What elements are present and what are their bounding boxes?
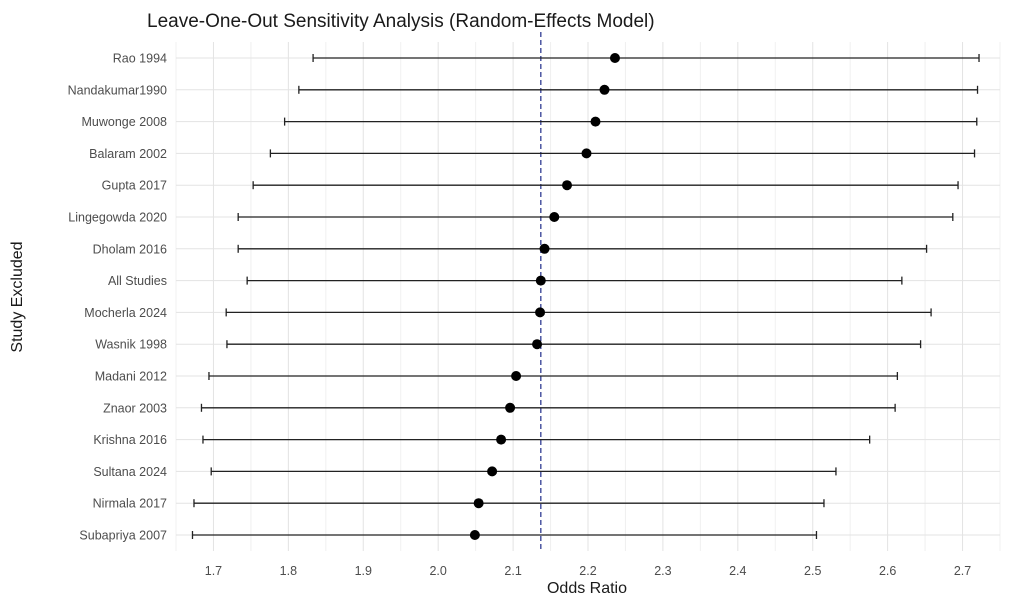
y-tick-label: All Studies (108, 274, 167, 288)
y-tick-label: Dholam 2016 (93, 242, 167, 256)
grid-lines (175, 42, 1001, 551)
point-estimate (599, 84, 610, 95)
point-estimate (532, 339, 543, 350)
point-estimate (473, 498, 484, 509)
data-marks (191, 53, 980, 540)
point-estimate (581, 148, 592, 159)
x-axis-ticks: 1.7 1.8 1.9 2.0 2.1 2.2 2.3 2.4 2.5 2.6 2.7 (205, 564, 972, 578)
x-axis-title: Odds Ratio (547, 580, 627, 597)
x-tick-label: 1.8 (280, 564, 297, 578)
y-tick-label: Znaor 2003 (103, 401, 167, 415)
point-estimate (496, 434, 507, 445)
point-estimate (549, 212, 560, 222)
y-tick-label: Nandakumar1990 (68, 83, 167, 97)
y-tick-label: Subapriya 2007 (79, 529, 167, 543)
x-tick-label: 2.0 (429, 564, 446, 578)
x-tick-label: 2.4 (729, 564, 746, 578)
point-estimate (511, 371, 522, 381)
y-tick-label: Nirmala 2017 (93, 497, 167, 511)
y-tick-label: Sultana 2024 (93, 465, 167, 479)
x-tick-label: 2.1 (504, 564, 521, 578)
point-estimate (590, 116, 601, 127)
y-tick-label: Muwonge 2008 (82, 115, 168, 129)
y-axis-title: Study Excluded (9, 241, 26, 352)
x-tick-label: 2.3 (654, 564, 671, 578)
y-tick-label: Krishna 2016 (93, 433, 167, 447)
x-tick-label: 2.5 (804, 564, 821, 578)
x-tick-label: 2.7 (954, 564, 971, 578)
x-tick-label: 1.9 (355, 564, 372, 578)
y-tick-label: Mocherla 2024 (84, 306, 167, 320)
y-tick-label: Wasnik 1998 (95, 338, 167, 352)
point-estimate (562, 180, 573, 191)
x-tick-label: 1.7 (205, 564, 222, 578)
point-estimate (609, 53, 620, 63)
x-tick-label: 2.6 (879, 564, 896, 578)
y-axis-ticks: Rao 1994 Nandakumar1990 Muwonge 2008 Balara… (68, 52, 167, 543)
x-tick-label: 2.2 (579, 564, 596, 578)
y-tick-label: Rao 1994 (113, 52, 167, 66)
point-estimate (535, 307, 546, 318)
y-tick-label: Gupta 2017 (102, 179, 167, 193)
chart-title: Leave-One-Out Sensitivity Analysis (Rand… (147, 11, 655, 32)
y-tick-label: Lingegowda 2020 (68, 211, 167, 225)
point-estimate (487, 466, 498, 477)
point-estimate (469, 530, 480, 540)
point-estimate (539, 243, 550, 254)
y-tick-label: Balaram 2002 (89, 147, 167, 161)
y-tick-label: Madani 2012 (95, 370, 167, 384)
point-estimate (535, 275, 546, 286)
point-estimate (505, 402, 516, 413)
